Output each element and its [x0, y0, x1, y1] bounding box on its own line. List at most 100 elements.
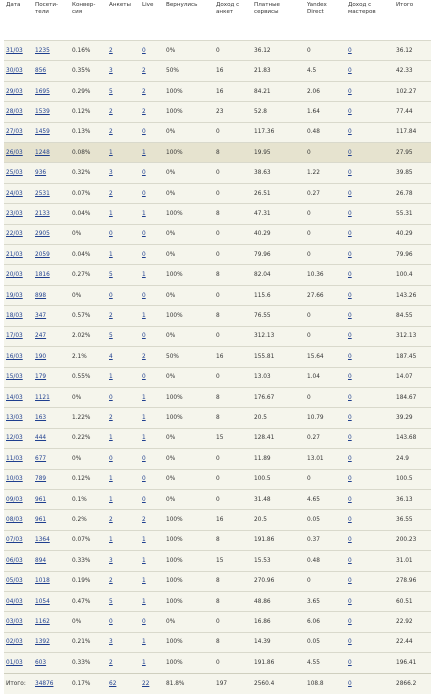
- link-income-masters[interactable]: 0: [348, 129, 352, 136]
- link-visitors[interactable]: 961: [35, 517, 47, 524]
- cell-date[interactable]: 29/03: [4, 80, 33, 102]
- link-visitors[interactable]: 190: [35, 353, 47, 360]
- cell-live[interactable]: 0: [140, 488, 164, 510]
- link-visitors[interactable]: 1539: [35, 108, 50, 115]
- link-visitors[interactable]: 1816: [35, 272, 50, 279]
- totals-visitors[interactable]: 34876: [33, 672, 70, 694]
- cell-date[interactable]: 08/03: [4, 509, 33, 531]
- link-visitors[interactable]: 2905: [35, 231, 50, 238]
- link-forms[interactable]: 0: [109, 619, 113, 626]
- column-header-live[interactable]: Live: [140, 0, 164, 41]
- link-live[interactable]: 0: [142, 190, 146, 197]
- link-date[interactable]: 26/03: [6, 149, 23, 156]
- link-live[interactable]: 2: [142, 517, 146, 524]
- cell-income-masters[interactable]: 0: [346, 325, 394, 347]
- link-date[interactable]: 11/03: [6, 455, 23, 462]
- link-forms[interactable]: 1: [109, 496, 113, 503]
- link-date[interactable]: 14/03: [6, 394, 23, 401]
- link-date[interactable]: 10/03: [6, 476, 23, 483]
- totals-live-link[interactable]: 22: [142, 680, 150, 687]
- cell-income-masters[interactable]: 0: [346, 488, 394, 510]
- cell-visitors[interactable]: 1054: [33, 590, 70, 612]
- link-forms[interactable]: 2: [109, 129, 113, 136]
- link-date[interactable]: 22/03: [6, 231, 23, 238]
- cell-date[interactable]: 16/03: [4, 346, 33, 367]
- link-live[interactable]: 0: [142, 455, 146, 462]
- cell-visitors[interactable]: 677: [33, 448, 70, 470]
- link-date[interactable]: 15/03: [6, 374, 23, 381]
- cell-forms[interactable]: 5: [107, 590, 140, 612]
- cell-date[interactable]: 28/03: [4, 101, 33, 123]
- cell-date[interactable]: 24/03: [4, 182, 33, 204]
- cell-income-masters[interactable]: 0: [346, 244, 394, 265]
- totals-income-masters-link[interactable]: 0: [348, 680, 352, 687]
- link-forms[interactable]: 3: [109, 170, 113, 177]
- cell-live[interactable]: 0: [140, 284, 164, 306]
- link-date[interactable]: 05/03: [6, 578, 23, 585]
- link-live[interactable]: 1: [142, 578, 146, 585]
- cell-forms[interactable]: 2: [107, 305, 140, 327]
- cell-visitors[interactable]: 1235: [33, 39, 70, 61]
- cell-date[interactable]: 10/03: [4, 468, 33, 490]
- cell-visitors[interactable]: 247: [33, 325, 70, 347]
- cell-visitors[interactable]: 961: [33, 509, 70, 531]
- cell-visitors[interactable]: 179: [33, 366, 70, 388]
- cell-date[interactable]: 27/03: [4, 121, 33, 143]
- link-visitors[interactable]: 894: [35, 557, 47, 564]
- link-visitors[interactable]: 444: [35, 435, 47, 442]
- cell-forms[interactable]: 3: [107, 631, 140, 653]
- cell-visitors[interactable]: 936: [33, 162, 70, 184]
- cell-income-masters[interactable]: 0: [346, 366, 394, 388]
- cell-income-masters[interactable]: 0: [346, 570, 394, 592]
- link-date[interactable]: 16/03: [6, 353, 23, 360]
- cell-forms[interactable]: 5: [107, 325, 140, 347]
- cell-live[interactable]: 0: [140, 182, 164, 204]
- link-visitors[interactable]: 789: [35, 476, 47, 483]
- link-income-masters[interactable]: 0: [348, 88, 352, 95]
- link-income-masters[interactable]: 0: [348, 639, 352, 646]
- link-forms[interactable]: 2: [109, 578, 113, 585]
- cell-income-masters[interactable]: 0: [346, 223, 394, 245]
- cell-income-masters[interactable]: 0: [346, 121, 394, 143]
- cell-forms[interactable]: 1: [107, 427, 140, 449]
- link-date[interactable]: 27/03: [6, 129, 23, 136]
- link-visitors[interactable]: 1054: [35, 598, 50, 605]
- cell-forms[interactable]: 2: [107, 121, 140, 143]
- cell-live[interactable]: 1: [140, 652, 164, 674]
- cell-visitors[interactable]: 894: [33, 550, 70, 572]
- link-forms[interactable]: 1: [109, 374, 113, 381]
- link-date[interactable]: 06/03: [6, 557, 23, 564]
- link-date[interactable]: 23/03: [6, 210, 23, 217]
- link-forms[interactable]: 5: [109, 598, 113, 605]
- totals-forms-link[interactable]: 62: [109, 680, 117, 687]
- cell-live[interactable]: 1: [140, 631, 164, 653]
- link-visitors[interactable]: 1392: [35, 639, 50, 646]
- cell-live[interactable]: 1: [140, 142, 164, 163]
- cell-income-masters[interactable]: 0: [346, 550, 394, 572]
- link-visitors[interactable]: 1018: [35, 578, 50, 585]
- link-live[interactable]: 1: [142, 557, 146, 564]
- link-live[interactable]: 1: [142, 149, 146, 156]
- column-header-date[interactable]: Дата: [4, 0, 33, 41]
- cell-visitors[interactable]: 190: [33, 346, 70, 367]
- cell-income-masters[interactable]: 0: [346, 529, 394, 551]
- link-forms[interactable]: 2: [109, 659, 113, 666]
- link-date[interactable]: 02/03: [6, 639, 23, 646]
- link-income-masters[interactable]: 0: [348, 170, 352, 177]
- link-visitors[interactable]: 1235: [35, 47, 50, 54]
- link-visitors[interactable]: 247: [35, 333, 47, 340]
- link-forms[interactable]: 2: [109, 190, 113, 197]
- link-visitors[interactable]: 2059: [35, 251, 50, 258]
- cell-date[interactable]: 05/03: [4, 570, 33, 592]
- link-date[interactable]: 18/03: [6, 312, 23, 319]
- cell-visitors[interactable]: 898: [33, 284, 70, 306]
- cell-income-masters[interactable]: 0: [346, 80, 394, 102]
- cell-live[interactable]: 1: [140, 407, 164, 429]
- cell-live[interactable]: 1: [140, 427, 164, 449]
- link-income-masters[interactable]: 0: [348, 353, 352, 360]
- link-live[interactable]: 1: [142, 394, 146, 401]
- link-income-masters[interactable]: 0: [348, 149, 352, 156]
- cell-live[interactable]: 1: [140, 529, 164, 551]
- link-date[interactable]: 07/03: [6, 537, 23, 544]
- cell-live[interactable]: 0: [140, 244, 164, 265]
